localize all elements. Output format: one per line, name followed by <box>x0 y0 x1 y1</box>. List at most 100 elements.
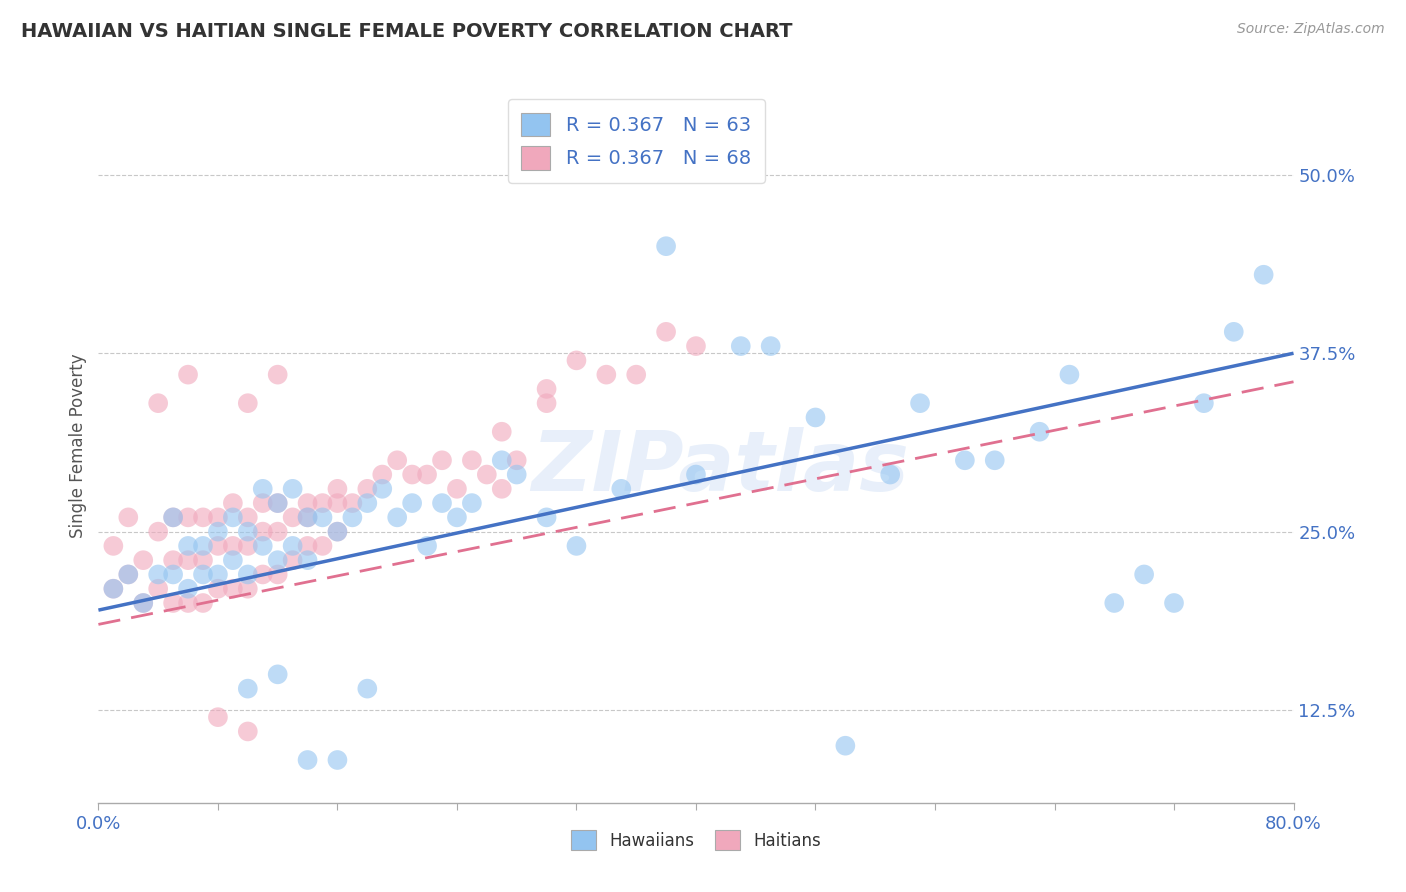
Point <box>565 353 588 368</box>
Point <box>1223 325 1246 339</box>
Point <box>281 482 304 496</box>
Point <box>236 582 259 596</box>
Text: ZIPatlas: ZIPatlas <box>531 427 908 508</box>
Point <box>984 453 1007 467</box>
Point <box>655 325 678 339</box>
Point <box>685 339 707 353</box>
Point <box>1253 268 1275 282</box>
Point <box>177 596 200 610</box>
Point <box>730 339 752 353</box>
Point <box>222 582 245 596</box>
Point <box>103 582 125 596</box>
Point <box>267 567 290 582</box>
Point <box>236 524 259 539</box>
Point <box>297 753 319 767</box>
Y-axis label: Single Female Poverty: Single Female Poverty <box>69 354 87 538</box>
Point <box>222 496 245 510</box>
Point <box>536 382 558 396</box>
Point <box>430 453 453 467</box>
Point <box>267 368 290 382</box>
Point <box>236 567 259 582</box>
Point <box>236 396 259 410</box>
Point <box>536 396 558 410</box>
Point <box>491 425 513 439</box>
Point <box>759 339 782 353</box>
Point <box>177 553 200 567</box>
Point <box>117 567 139 582</box>
Point <box>222 553 245 567</box>
Point <box>162 567 184 582</box>
Point <box>491 482 513 496</box>
Point <box>236 724 259 739</box>
Point <box>326 524 349 539</box>
Point <box>1028 425 1050 439</box>
Point <box>267 496 290 510</box>
Point <box>804 410 827 425</box>
Point <box>207 567 229 582</box>
Point <box>162 596 184 610</box>
Point <box>326 524 349 539</box>
Point <box>103 539 125 553</box>
Point <box>252 539 274 553</box>
Point <box>953 453 976 467</box>
Point <box>148 567 170 582</box>
Point <box>162 510 184 524</box>
Point <box>655 239 678 253</box>
Point <box>326 496 349 510</box>
Point <box>401 496 423 510</box>
Point <box>267 496 290 510</box>
Point <box>222 539 245 553</box>
Point <box>191 567 214 582</box>
Point <box>191 510 214 524</box>
Point <box>132 596 155 610</box>
Point <box>908 396 931 410</box>
Point <box>565 539 588 553</box>
Point <box>1059 368 1081 382</box>
Point <box>117 567 139 582</box>
Point <box>297 510 319 524</box>
Point <box>236 510 259 524</box>
Point <box>385 510 409 524</box>
Point <box>326 482 349 496</box>
Point <box>311 539 333 553</box>
Point <box>297 496 319 510</box>
Point <box>446 482 468 496</box>
Point <box>103 582 125 596</box>
Point <box>267 553 290 567</box>
Point <box>252 496 274 510</box>
Point <box>148 396 170 410</box>
Point <box>281 510 304 524</box>
Point <box>311 510 333 524</box>
Point <box>162 553 184 567</box>
Point <box>267 524 290 539</box>
Point <box>177 510 200 524</box>
Point <box>207 524 229 539</box>
Point <box>207 510 229 524</box>
Point <box>506 453 529 467</box>
Point <box>297 539 319 553</box>
Point <box>356 496 378 510</box>
Point <box>371 482 394 496</box>
Point <box>879 467 901 482</box>
Point <box>416 467 439 482</box>
Text: Source: ZipAtlas.com: Source: ZipAtlas.com <box>1237 22 1385 37</box>
Point <box>148 582 170 596</box>
Point <box>191 539 214 553</box>
Point <box>236 681 259 696</box>
Point <box>281 553 304 567</box>
Point <box>356 681 378 696</box>
Point <box>834 739 856 753</box>
Point <box>685 467 707 482</box>
Text: HAWAIIAN VS HAITIAN SINGLE FEMALE POVERTY CORRELATION CHART: HAWAIIAN VS HAITIAN SINGLE FEMALE POVERT… <box>21 22 793 41</box>
Point <box>222 510 245 524</box>
Point <box>626 368 648 382</box>
Point <box>461 453 484 467</box>
Point <box>297 553 319 567</box>
Point <box>401 467 423 482</box>
Point <box>356 482 378 496</box>
Point <box>311 496 333 510</box>
Point <box>132 596 155 610</box>
Point <box>177 368 200 382</box>
Point <box>1104 596 1126 610</box>
Point <box>342 510 364 524</box>
